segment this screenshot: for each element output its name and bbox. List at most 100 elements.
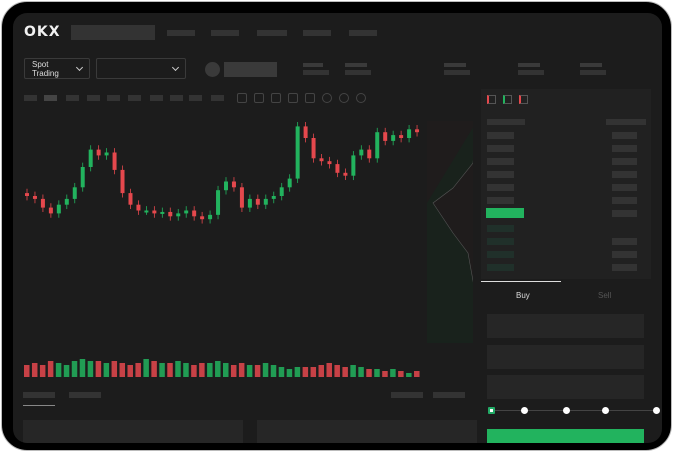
- ask-size: [612, 171, 637, 178]
- pair-select[interactable]: [96, 58, 186, 79]
- volume-bar: [159, 363, 165, 377]
- candle: [311, 138, 316, 159]
- candle: [247, 198, 252, 208]
- nav-item[interactable]: [349, 30, 377, 36]
- tab-underline: [23, 405, 55, 406]
- total-input[interactable]: [487, 375, 644, 399]
- assets-panel: [257, 420, 477, 443]
- volume-bar: [135, 363, 141, 377]
- volume-bar: [254, 365, 261, 377]
- ask-price: [487, 145, 514, 152]
- orderbook-view-icon[interactable]: [503, 95, 512, 104]
- leverage-step[interactable]: [488, 407, 495, 414]
- nav-item[interactable]: [211, 30, 239, 36]
- ask-size: [612, 184, 637, 191]
- nav-item[interactable]: [257, 30, 287, 36]
- volume-bar: [103, 363, 110, 377]
- stat-label: [303, 63, 323, 67]
- coin-icon: [205, 62, 220, 77]
- volume-bar: [334, 365, 340, 377]
- spot-trading-select[interactable]: Spot Trading: [24, 58, 90, 79]
- toolbar-button[interactable]: [66, 95, 79, 101]
- volume-bar: [87, 361, 94, 377]
- bid-price: [487, 264, 514, 271]
- volume-bar: [63, 365, 70, 377]
- tab-history[interactable]: [69, 392, 101, 398]
- filter-button[interactable]: [433, 392, 465, 398]
- circle-tool-icon[interactable]: [322, 93, 332, 103]
- toolbar-button[interactable]: [128, 95, 141, 101]
- filter-button[interactable]: [391, 392, 423, 398]
- volume-bar: [246, 365, 253, 377]
- okx-logo[interactable]: OKX: [24, 24, 61, 40]
- toolbar-button[interactable]: [24, 95, 37, 101]
- toolbar-button[interactable]: [170, 95, 183, 101]
- buy-button[interactable]: [487, 429, 644, 443]
- leverage-step[interactable]: [563, 407, 570, 414]
- amount-input[interactable]: [487, 345, 644, 369]
- volume-bar: [175, 361, 181, 377]
- stat-value: [444, 70, 470, 75]
- candle: [128, 193, 133, 205]
- orderbook-view-icon[interactable]: [519, 95, 528, 104]
- candle: [224, 181, 228, 191]
- line-tool-icon[interactable]: [288, 93, 298, 103]
- tab-buy[interactable]: Buy: [516, 291, 530, 300]
- candle: [335, 164, 340, 173]
- draw-tool-icon[interactable]: [305, 93, 315, 103]
- toolbar-button[interactable]: [150, 95, 163, 101]
- magnet-tool-icon[interactable]: [339, 93, 349, 103]
- leverage-slider[interactable]: [491, 410, 659, 411]
- candle: [303, 126, 308, 138]
- ask-size: [612, 158, 637, 165]
- indicator-icon[interactable]: [237, 93, 247, 103]
- volume-bar: [238, 363, 245, 377]
- toolbar-button[interactable]: [189, 95, 202, 101]
- toolbar-button[interactable]: [87, 95, 100, 101]
- candle: [72, 187, 77, 199]
- ask-price: [487, 158, 514, 165]
- volume-bar: [71, 361, 78, 377]
- candle: [48, 207, 53, 214]
- settings-icon[interactable]: [356, 93, 366, 103]
- search-bar[interactable]: [71, 25, 155, 40]
- toolbar-button[interactable]: [107, 95, 120, 101]
- leverage-step[interactable]: [653, 407, 660, 414]
- volume-bar: [24, 365, 30, 377]
- volume-bar: [326, 363, 332, 377]
- candle: [263, 198, 268, 205]
- candle: [64, 198, 69, 205]
- candle: [56, 204, 61, 214]
- toolbar-button[interactable]: [211, 95, 224, 101]
- volume-bar: [230, 365, 237, 377]
- indicator-icon[interactable]: [254, 93, 264, 103]
- stat-label: [580, 63, 602, 67]
- candle: [184, 210, 189, 214]
- candle: [279, 187, 284, 196]
- ask-size: [612, 132, 637, 139]
- nav-item[interactable]: [303, 30, 331, 36]
- order-book: [481, 89, 651, 279]
- bid-price: [487, 251, 514, 258]
- candle: [255, 198, 260, 205]
- tab-open-orders[interactable]: [23, 392, 55, 398]
- volume-bar: [223, 363, 229, 377]
- indicator-icon[interactable]: [271, 93, 281, 103]
- volume-bar: [374, 369, 380, 377]
- orderbook-view-icon[interactable]: [487, 95, 496, 104]
- candle: [327, 161, 332, 165]
- spot-trading-label: Spot Trading: [32, 59, 59, 78]
- ask-price: [487, 132, 514, 139]
- depth-line: [432, 159, 473, 283]
- tab-sell[interactable]: Sell: [598, 291, 612, 300]
- leverage-step[interactable]: [521, 407, 528, 414]
- bid-size: [612, 251, 637, 258]
- leverage-step[interactable]: [602, 407, 609, 414]
- nav-item[interactable]: [167, 30, 195, 36]
- volume-bar: [350, 365, 356, 377]
- volume-bar: [382, 371, 388, 377]
- last-price: [486, 208, 524, 218]
- price-input[interactable]: [487, 314, 644, 338]
- toolbar-button[interactable]: [44, 95, 57, 101]
